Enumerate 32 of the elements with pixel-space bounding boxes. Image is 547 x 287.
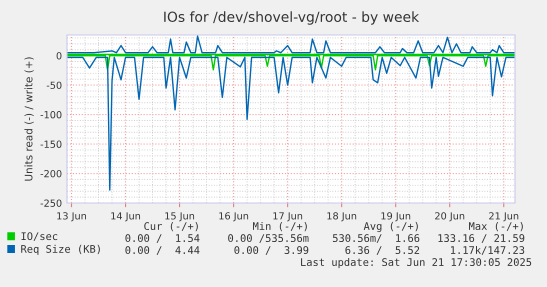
x-tick-label: 15 Jun	[165, 212, 194, 222]
text: Min (-/+)	[252, 222, 307, 232]
x-tick-label: 16 Jun	[219, 212, 248, 222]
y-tick-label: -50	[46, 82, 62, 89]
text: 133.16 / 21.59	[438, 234, 524, 243]
text: Cur (-/+)	[144, 222, 198, 232]
text: Avg (-/+)	[364, 222, 418, 232]
legend-label: IO/sec	[22, 232, 58, 241]
chart-title: IOs for /dev/shovel-vg/root - by week	[164, 11, 420, 25]
x-tick-label: 20 Jun	[435, 212, 464, 222]
text: Last update: Sat Jun 21 17:30:05 2025	[301, 258, 532, 268]
text: 530.56m/ 1.66	[332, 234, 420, 243]
x-tick-label: 21 Jun	[489, 212, 518, 222]
legend-label: Req Size (KB)	[21, 244, 100, 255]
text: 0.00 / 3.99	[234, 246, 308, 255]
x-tick-label: 19 Jun	[381, 212, 410, 222]
text: 6.36 / 5.52	[345, 246, 420, 255]
y-tick-label: -250	[40, 199, 62, 207]
x-tick-label: 18 Jun	[327, 212, 356, 222]
y-tick-label: -200	[40, 170, 62, 178]
text: 0.00 / 1.54	[125, 234, 200, 243]
text: 0.00 / 4.44	[125, 246, 200, 255]
text: Max (-/+)	[468, 222, 523, 232]
x-tick-label: 17 Jun	[273, 212, 302, 222]
text: 0.00 /535.56m	[228, 234, 309, 243]
x-tick-label: 13 Jun	[57, 212, 86, 222]
x-tick-label: 14 Jun	[111, 212, 140, 222]
text: 1.17k/147.23	[451, 246, 524, 255]
y-tick-label: -150	[40, 140, 62, 148]
y-tick-label: -100	[40, 111, 62, 118]
y-tick-label: 0	[56, 52, 62, 60]
y-axis-title: Units read (-) / write (+)	[24, 57, 34, 181]
